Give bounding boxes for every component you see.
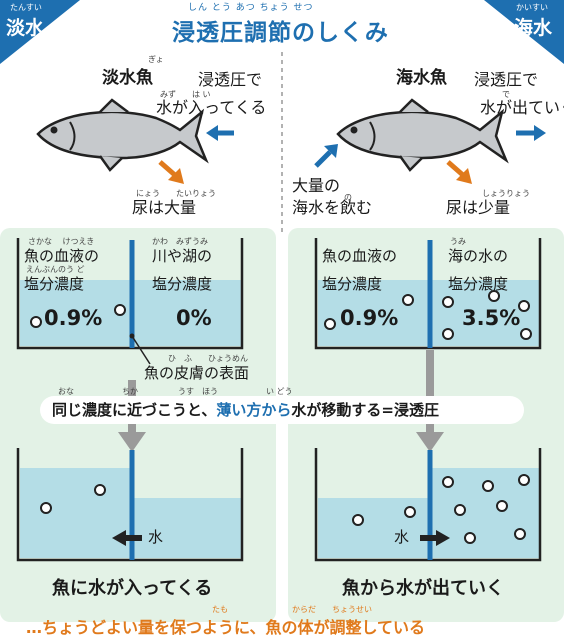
freshwater-water-in-arrow [206, 125, 234, 141]
freshwater-urine-arrow [158, 160, 184, 184]
freshwater-urine-ruby: にょう たいりょう [136, 189, 216, 198]
freshwater-fish-icon [36, 98, 209, 172]
sea-right-label2: 塩分濃度 [448, 275, 509, 293]
seawater-corner-label: 海水 [514, 17, 553, 39]
sea-water-arrow-label: 水 [394, 528, 410, 546]
top-beakers [16, 238, 542, 350]
seawater-corner [484, 0, 564, 64]
fresh-caption: 魚に水が入ってくる [52, 578, 213, 599]
freshwater-corner-label: 淡水 [6, 17, 45, 39]
principle-ruby: おな ちか うす ほう い どう [58, 387, 293, 396]
seawater-fish-icon [336, 98, 509, 172]
principle-text: 同じ濃度に近づこうと、薄い方から水が移動する=浸透圧 [52, 399, 439, 420]
seawater-corner-ruby: かいすい [516, 3, 548, 12]
freshwater-fish-ruby: ぎょ [148, 55, 164, 64]
freshwater-corner [0, 0, 80, 64]
seawater-water-note-ruby: で [502, 90, 510, 99]
skin-ruby: ひ ふ ひょうめん [168, 354, 248, 363]
fresh-left-value: 0.9% [44, 306, 103, 330]
sea-left-label2: 塩分濃度 [322, 275, 383, 293]
seawater-urine-ruby: しょうりょう [482, 189, 530, 198]
fresh-right-value: 0% [176, 306, 212, 330]
freshwater-water-note-2: 水が入ってくる [156, 98, 267, 117]
skin-label: 魚の皮膚の表面 [144, 364, 250, 382]
seawater-urine-note: 尿は少量 [446, 198, 511, 217]
bottom-beakers [16, 448, 542, 562]
fresh-left-label2: 塩分濃度 [24, 275, 85, 293]
fresh-right-label1: 川や湖の [152, 247, 213, 265]
fresh-left-ruby2: えんぶんのう ど [26, 265, 85, 274]
seawater-water-out-arrow [516, 125, 546, 141]
sea-right-value: 3.5% [462, 306, 521, 330]
seawater-drink-note-1: 大量の [292, 176, 341, 195]
footer-ruby: たも からだ ちょうせい [212, 605, 372, 614]
freshwater-corner-ruby: たんすい [10, 3, 42, 12]
skin-pointer-line [129, 333, 151, 365]
center-divider [281, 52, 283, 232]
page-title: 浸透圧調節のしくみ [172, 20, 389, 46]
sea-left-value: 0.9% [340, 306, 399, 330]
fresh-water-arrow-label: 水 [148, 528, 164, 546]
freshwater-water-note-ruby: みず は い [160, 90, 211, 99]
title-ruby: しん とう あつ ちょう せつ [188, 3, 314, 13]
principle-part2: 薄い方から [216, 401, 292, 419]
seawater-drink-arrow [314, 144, 338, 168]
seawater-water-note-1: 浸透圧で [474, 70, 539, 89]
principle-part1: 同じ濃度に近づこうと、 [52, 401, 217, 419]
sea-caption: 魚から水が出ていく [342, 578, 504, 599]
principle-part3: 水が移動する=浸透圧 [291, 401, 439, 419]
freshwater-water-note-1: 浸透圧で [198, 70, 263, 89]
principle-banner [40, 396, 524, 424]
freshwater-urine-note: 尿は大量 [132, 198, 197, 217]
seawater-drink-note-2: 海水を飲む [292, 198, 373, 217]
fresh-left-ruby1: さかな けつえき [28, 237, 95, 246]
fresh-right-label2: 塩分濃度 [152, 275, 213, 293]
footer-text: …ちょうどよい量を保つように、魚の体が調整している [26, 618, 426, 637]
fresh-left-label1: 魚の血液の [24, 247, 100, 265]
seawater-drink-ruby: の [344, 193, 352, 202]
seawater-urine-arrow [446, 160, 472, 184]
freshwater-fish-name: 淡水魚 [102, 68, 153, 88]
sea-right-label1: 海の水の [448, 247, 509, 265]
sea-down-arrow [416, 350, 444, 452]
fresh-right-ruby1: かわ みずうみ [152, 237, 208, 246]
sea-left-label1: 魚の血液の [322, 247, 398, 265]
seawater-fish-name: 海水魚 [396, 68, 447, 88]
sea-right-ruby1: うみ [450, 237, 466, 246]
